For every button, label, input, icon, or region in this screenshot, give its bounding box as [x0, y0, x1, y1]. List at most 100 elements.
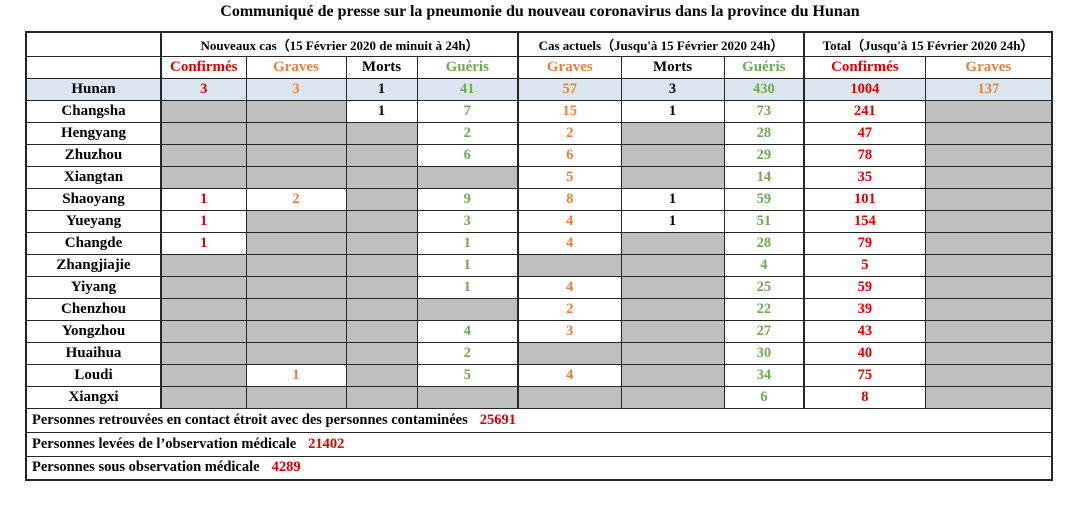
- value-cell: 3: [245, 77, 347, 101]
- value-cell: [517, 385, 622, 409]
- value-cell: 27: [723, 319, 805, 343]
- value-cell: [620, 275, 725, 299]
- page-title: Communiqué de presse sur la pneumonie du…: [220, 3, 860, 20]
- value-cell: 25: [723, 275, 805, 299]
- value-cell: [345, 253, 418, 277]
- value-cell: [160, 121, 247, 145]
- value-cell: 6: [416, 143, 519, 167]
- table-header: Nouveaux cas（15 Février 2020 de minuit à…: [25, 31, 1053, 79]
- value-cell: 1004: [803, 77, 926, 101]
- summary-label: Personnes retrouvées en contact étroit a…: [32, 411, 468, 428]
- summary-cell: Personnes sous observation médicale 4289: [25, 455, 1053, 481]
- value-cell: [345, 275, 418, 299]
- value-cell: [345, 165, 418, 189]
- value-cell: [345, 363, 418, 387]
- value-cell: 28: [723, 231, 805, 255]
- table-row-shaoyang: Shaoyang 1 2 9 8 1 59 101: [25, 187, 1053, 211]
- region-name: Zhangjiajie: [25, 253, 162, 277]
- value-cell: 4: [517, 275, 622, 299]
- summary-label: Personnes sous observation médicale: [32, 459, 260, 476]
- value-cell: 34: [723, 363, 805, 387]
- column-header-row: Confirmés Graves Morts Guéris Graves Morts Gué…: [25, 55, 1053, 79]
- value-cell: [245, 253, 347, 277]
- value-cell: 101: [803, 187, 926, 211]
- value-cell: 7: [416, 99, 519, 123]
- data-table: Nouveaux cas（15 Février 2020 de minuit à…: [25, 31, 1054, 481]
- value-cell: 137: [924, 77, 1053, 101]
- value-cell: 9: [416, 187, 519, 211]
- value-cell: 2: [416, 121, 519, 145]
- table-row-zhuzhou: Zhuzhou 6 6 29 78: [25, 143, 1053, 167]
- region-name: Xiangxi: [25, 385, 162, 409]
- value-cell: 241: [803, 99, 926, 123]
- group-header-1: Nouveaux cas（15 Février 2020 de minuit à…: [159, 31, 519, 57]
- value-cell: [245, 385, 347, 409]
- region-name: Changde: [25, 231, 162, 255]
- value-cell: [345, 187, 418, 211]
- summary-row: Personnes levées de l’observation médica…: [25, 431, 1053, 457]
- summary-value: 21402: [308, 435, 345, 452]
- value-cell: [620, 165, 725, 189]
- value-cell: 4: [517, 231, 622, 255]
- table-row-xiangxi: Xiangxi 6 8: [25, 385, 1053, 409]
- value-cell: [924, 187, 1053, 211]
- corner-cell: [25, 31, 162, 57]
- region-name: Hengyang: [25, 121, 162, 145]
- value-cell: 78: [803, 143, 926, 167]
- value-cell: [620, 253, 725, 277]
- value-cell: [160, 275, 247, 299]
- value-cell: 22: [723, 297, 805, 321]
- value-cell: [160, 341, 247, 365]
- value-cell: [924, 231, 1053, 255]
- value-cell: [924, 275, 1053, 299]
- value-cell: [416, 297, 519, 321]
- region-name: Yueyang: [25, 209, 162, 233]
- table-row-yiyang: Yiyang 1 4 25 59: [25, 275, 1053, 299]
- value-cell: [517, 341, 622, 365]
- value-cell: [345, 319, 418, 343]
- value-cell: 2: [517, 297, 622, 321]
- table-row-changde: Changde 1 1 4 28 79: [25, 231, 1053, 255]
- region-name: Zhuzhou: [25, 143, 162, 167]
- value-cell: [620, 363, 725, 387]
- region-name: Yiyang: [25, 275, 162, 299]
- value-cell: 8: [517, 187, 622, 211]
- value-cell: [924, 165, 1053, 189]
- value-cell: 47: [803, 121, 926, 145]
- value-cell: [245, 319, 347, 343]
- value-cell: 1: [160, 209, 247, 233]
- value-cell: 43: [803, 319, 926, 343]
- value-cell: 59: [803, 275, 926, 299]
- value-cell: 1: [620, 187, 725, 211]
- value-cell: 35: [803, 165, 926, 189]
- value-cell: [620, 121, 725, 145]
- value-cell: [620, 297, 725, 321]
- value-cell: 6: [723, 385, 805, 409]
- value-cell: 14: [723, 165, 805, 189]
- value-cell: 1: [620, 99, 725, 123]
- column-header: Graves: [517, 55, 622, 79]
- value-cell: 1: [245, 363, 347, 387]
- value-cell: 1: [416, 253, 519, 277]
- value-cell: 1: [416, 275, 519, 299]
- value-cell: [245, 165, 347, 189]
- value-cell: 73: [723, 99, 805, 123]
- summary-row: Personnes sous observation médicale 4289: [25, 455, 1053, 481]
- value-cell: [620, 231, 725, 255]
- value-cell: 40: [803, 341, 926, 365]
- value-cell: [517, 253, 622, 277]
- column-header: Graves: [924, 55, 1053, 79]
- value-cell: 1: [416, 231, 519, 255]
- corner-cell: [25, 55, 162, 79]
- value-cell: [345, 121, 418, 145]
- value-cell: [245, 99, 347, 123]
- column-header: Morts: [345, 55, 418, 79]
- region-name: Hunan: [25, 77, 162, 101]
- column-header: Graves: [245, 55, 347, 79]
- table-row-hunan: Hunan 3 3 1 41 57 3 430 1004 137: [25, 77, 1053, 101]
- value-cell: [416, 165, 519, 189]
- value-cell: 15: [517, 99, 622, 123]
- region-name: Huaihua: [25, 341, 162, 365]
- table-row-loudi: Loudi 1 5 4 34 75: [25, 363, 1053, 387]
